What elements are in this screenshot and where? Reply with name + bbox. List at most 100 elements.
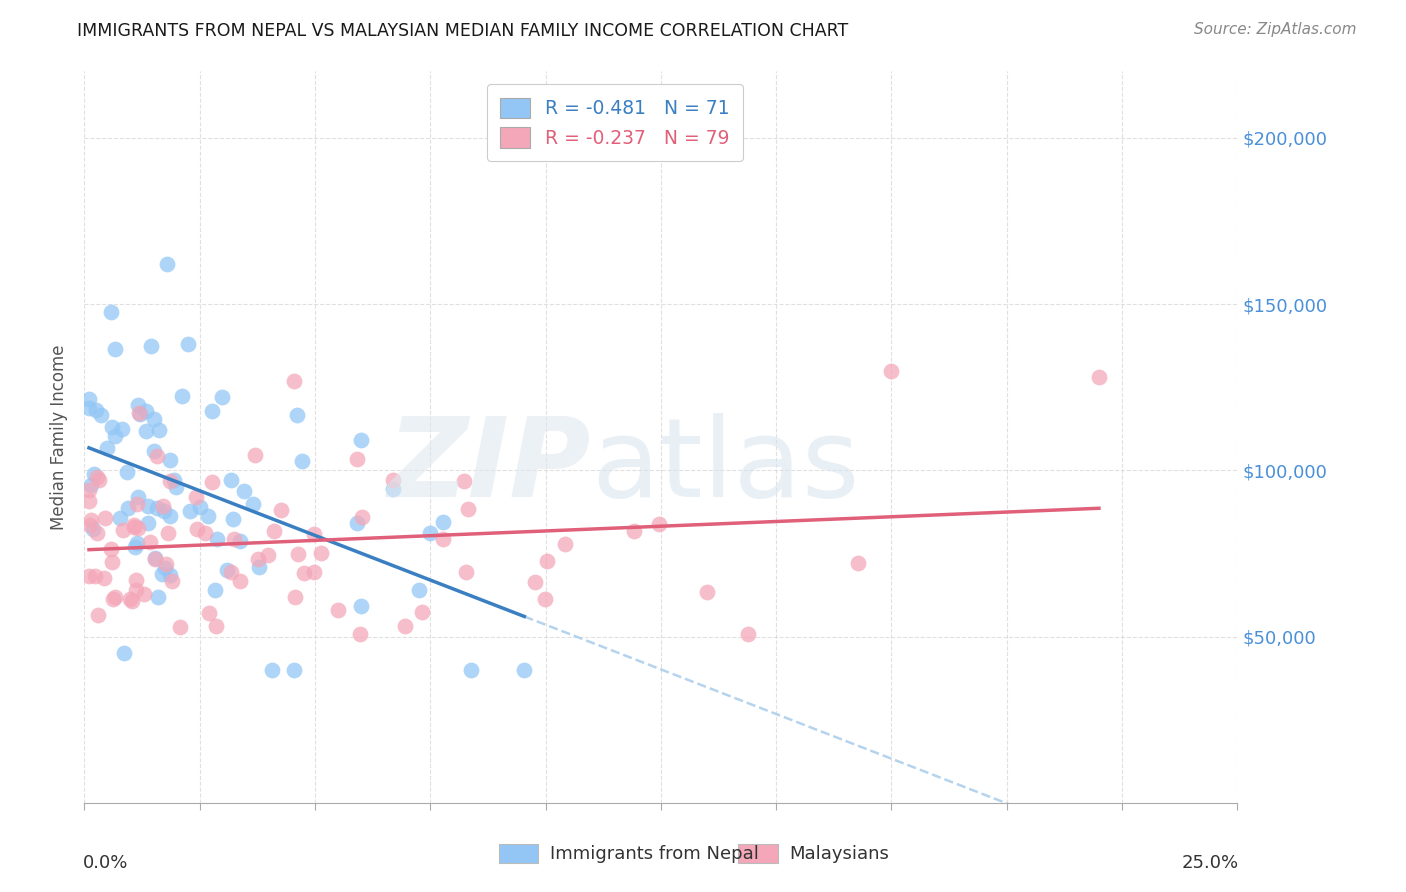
Point [285, 408, 308, 422]
Point [179, 504, 201, 518]
Point [263, 524, 285, 538]
Point [94, 511, 117, 525]
FancyBboxPatch shape [499, 844, 538, 863]
Point [82, 522, 104, 536]
Point [284, 590, 307, 604]
Point [146, 500, 169, 515]
Point [382, 474, 405, 488]
Point [309, 547, 332, 561]
Point [457, 502, 479, 516]
Point [162, 574, 184, 588]
Point [139, 534, 162, 549]
Point [419, 526, 441, 541]
Point [247, 559, 270, 574]
Point [159, 508, 181, 523]
Point [536, 553, 558, 567]
Point [104, 429, 127, 443]
Text: 0.0%: 0.0% [83, 854, 128, 872]
Point [142, 443, 165, 458]
Point [283, 663, 305, 677]
Point [148, 423, 170, 437]
Point [84, 403, 107, 417]
Point [124, 517, 146, 532]
Point [90, 408, 112, 422]
Point [346, 451, 368, 466]
Point [127, 398, 149, 412]
Legend: R = -0.481   N = 71, R = -0.237   N = 79: R = -0.481 N = 71, R = -0.237 N = 79 [486, 85, 742, 161]
Point [159, 568, 181, 582]
Point [153, 561, 176, 575]
Point [205, 532, 228, 546]
Point [233, 483, 256, 498]
Point [125, 536, 148, 550]
Point [456, 565, 478, 579]
Point [101, 419, 124, 434]
Text: Malaysians: Malaysians [789, 845, 889, 863]
Point [142, 411, 165, 425]
Point [79, 478, 101, 492]
Point [110, 422, 132, 436]
Point [87, 473, 110, 487]
Point [350, 434, 373, 448]
Point [100, 305, 122, 319]
Point [80, 513, 103, 527]
Point [110, 511, 132, 525]
Point [219, 473, 242, 487]
Point [118, 592, 141, 607]
Point [204, 619, 226, 633]
Point [228, 574, 250, 588]
Point [143, 551, 166, 566]
Point [381, 482, 404, 496]
Point [197, 509, 219, 524]
Point [460, 663, 482, 677]
Point [219, 565, 242, 579]
Point [125, 573, 148, 587]
Point [350, 599, 373, 613]
Text: Immigrants from Nepal: Immigrants from Nepal [550, 845, 759, 863]
Point [155, 557, 177, 571]
Point [128, 406, 150, 420]
Point [77, 494, 100, 508]
Point [135, 404, 157, 418]
Point [349, 627, 371, 641]
Point [112, 523, 135, 537]
Point [411, 605, 433, 619]
Point [453, 474, 475, 488]
Point [224, 533, 246, 547]
Point [846, 556, 869, 570]
Point [139, 339, 162, 353]
Point [165, 480, 187, 494]
Point [146, 590, 169, 604]
Point [100, 541, 122, 556]
Point [128, 407, 150, 421]
Point [115, 465, 138, 479]
Point [145, 450, 167, 464]
Point [172, 389, 194, 403]
Point [135, 424, 157, 438]
Point [77, 568, 100, 582]
Point [190, 500, 212, 514]
Text: atlas: atlas [592, 413, 860, 520]
Point [83, 467, 105, 481]
Point [124, 541, 146, 555]
Point [104, 590, 127, 604]
Point [121, 594, 143, 608]
Point [112, 647, 135, 661]
Point [270, 503, 292, 517]
Point [169, 620, 191, 634]
Point [152, 499, 174, 513]
Point [100, 556, 122, 570]
Point [150, 566, 173, 581]
Point [302, 566, 325, 580]
Point [1088, 370, 1111, 384]
Point [737, 627, 759, 641]
Point [87, 607, 110, 622]
Point [127, 490, 149, 504]
Point [77, 392, 100, 406]
Point [245, 448, 267, 462]
Point [103, 591, 125, 606]
Point [292, 566, 315, 580]
Point [291, 454, 314, 468]
Point [201, 475, 224, 489]
Point [194, 525, 217, 540]
